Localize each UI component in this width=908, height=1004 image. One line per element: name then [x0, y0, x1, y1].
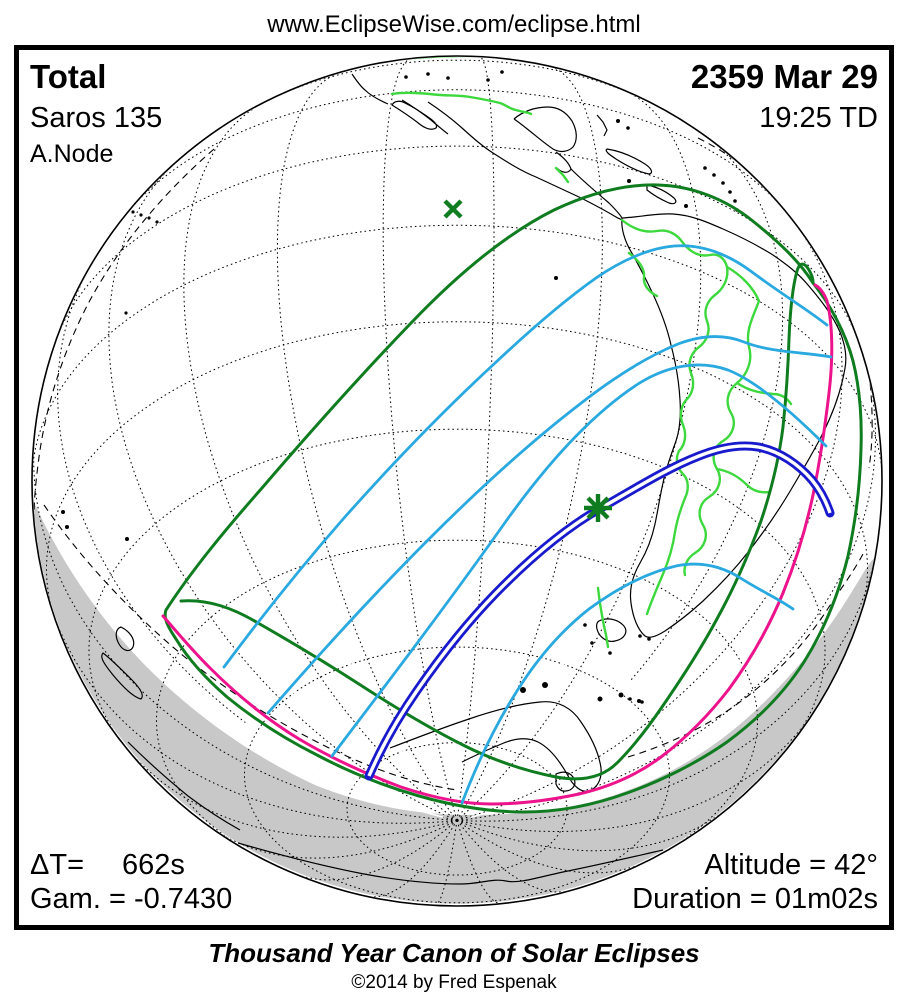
- series-title: Thousand Year Canon of Solar Eclipses: [208, 938, 699, 968]
- gamma-label: Gam. = -0.7430: [30, 883, 232, 915]
- night-shading: [33, 500, 875, 904]
- x-marker: [443, 199, 463, 219]
- graticule: [33, 57, 881, 905]
- node-label: A.Node: [30, 140, 113, 168]
- date-label: 2359 Mar 29: [691, 58, 878, 95]
- globe: [33, 57, 881, 905]
- penumbral-limit-inner: [179, 262, 815, 781]
- time-label: 19:25 TD: [759, 102, 878, 134]
- coastlines: [61, 70, 847, 885]
- duration-label: Duration = 01m02s: [632, 883, 878, 915]
- map-frame: [14, 45, 894, 930]
- eclipse-type-label: Total: [30, 58, 106, 95]
- max-eclipse-curves: [222, 244, 833, 805]
- delta-t-value: 662s: [122, 849, 185, 881]
- island-specks: [61, 70, 739, 704]
- penumbral-limit-outer: [163, 183, 863, 814]
- saros-label: Saros 135: [30, 102, 162, 134]
- sunrise-sunset-curve: [161, 283, 834, 806]
- altitude-label: Altitude = 42°: [704, 849, 878, 881]
- header-url: www.EclipseWise.com/eclipse.html: [266, 11, 640, 38]
- greatest-eclipse-star-marker: [584, 494, 612, 522]
- delta-t-label: ΔT=: [30, 849, 84, 881]
- footer: Thousand Year Canon of Solar Eclipses ©2…: [208, 938, 699, 993]
- globe-limb: [31, 55, 883, 907]
- eclipse-curves: [161, 183, 863, 814]
- copyright: ©2014 by Fred Espenak: [351, 972, 557, 993]
- corner-annotations: Total Saros 135 A.Node 2359 Mar 29 19:25…: [30, 58, 878, 915]
- central-path: [364, 441, 835, 781]
